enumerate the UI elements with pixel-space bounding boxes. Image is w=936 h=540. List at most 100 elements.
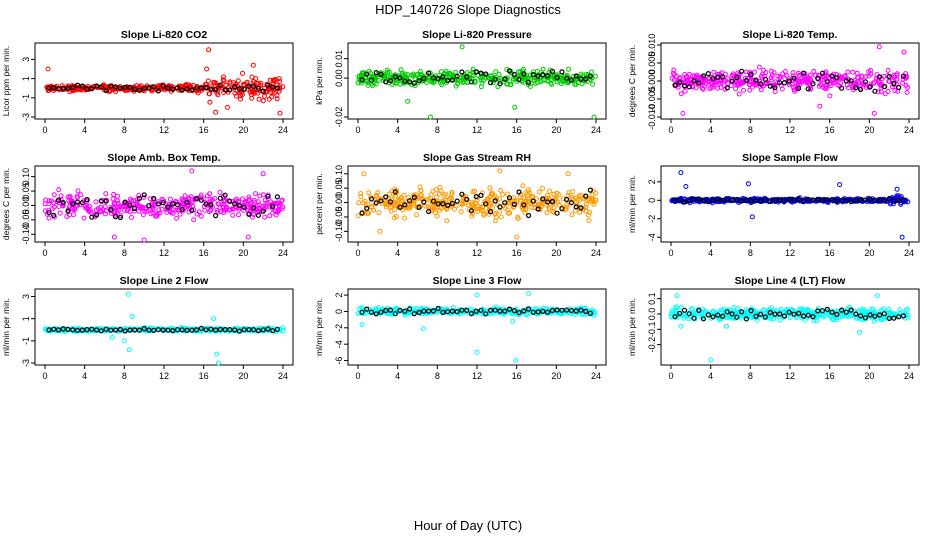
panel-8-black-point bbox=[464, 307, 470, 313]
panel-5-point bbox=[531, 201, 537, 207]
panel-3-point bbox=[756, 64, 762, 70]
panel-9-point bbox=[903, 307, 909, 313]
panel-1-black-point bbox=[98, 84, 104, 90]
panel-9-black-point bbox=[843, 309, 849, 315]
panel-8-black-point bbox=[445, 309, 451, 315]
panel-1-black-point bbox=[203, 84, 209, 91]
panel-2-black-point bbox=[540, 71, 546, 78]
panel-7-black-point bbox=[98, 328, 104, 334]
panel-3-black-point bbox=[748, 71, 754, 78]
panel-9-black-point bbox=[800, 313, 807, 319]
panel-6-ytick-label: 2 bbox=[647, 179, 657, 184]
panel-9-outlier-point bbox=[674, 293, 680, 299]
panel-2-point bbox=[478, 84, 484, 90]
panel-4-point bbox=[111, 191, 117, 197]
panel-5-black-point bbox=[540, 196, 546, 202]
panel-3-point bbox=[882, 91, 888, 97]
panel-6-black-point bbox=[715, 196, 721, 202]
panel-3-point bbox=[868, 67, 873, 73]
panel-2-black-point bbox=[587, 73, 594, 79]
panel-1-black-point bbox=[60, 85, 66, 92]
panel-2-black-point bbox=[392, 74, 398, 80]
panel-4-point bbox=[67, 193, 73, 199]
panel-8-outlier-point bbox=[474, 292, 480, 298]
panel-5-point bbox=[402, 205, 408, 211]
panel-5-black-point bbox=[454, 198, 460, 204]
panel-6-black-point bbox=[786, 196, 792, 202]
panel-5-point bbox=[449, 189, 455, 195]
panel-4-black-point bbox=[65, 208, 71, 214]
panel-4-point bbox=[182, 193, 188, 199]
panel-5-black-point bbox=[573, 204, 579, 210]
panel-4-point bbox=[114, 204, 120, 210]
panel-3-outlier-point bbox=[871, 110, 877, 116]
panel-5-point bbox=[398, 195, 404, 200]
panel-5-point bbox=[528, 204, 534, 210]
panel-4-point bbox=[198, 192, 204, 198]
panel-6-black-point bbox=[800, 198, 807, 204]
panel-8-black-point bbox=[583, 308, 589, 314]
panel-5-black-point bbox=[502, 200, 508, 206]
panel-9-black-point bbox=[677, 310, 683, 316]
panel-3-point bbox=[790, 73, 796, 79]
panel-4-point bbox=[275, 209, 280, 215]
panel-2-black-point bbox=[416, 78, 422, 84]
panel-2-point bbox=[412, 83, 418, 88]
panel-2-black-point bbox=[368, 77, 375, 83]
panel-8-black-point bbox=[364, 306, 370, 312]
panel-6-black-point bbox=[891, 198, 897, 204]
panel-8-black-point bbox=[426, 308, 432, 314]
panel-2-black-point bbox=[402, 78, 408, 84]
panel-1-point bbox=[276, 76, 282, 82]
panel-2-black-point bbox=[583, 76, 589, 82]
panel-1-black-point bbox=[251, 83, 257, 89]
panel-5-black-point bbox=[583, 193, 589, 199]
panel-3-point bbox=[758, 87, 764, 93]
panel-5-point bbox=[366, 190, 372, 196]
panel-1-black-point bbox=[46, 85, 52, 91]
panel-9-xtick-label: 0 bbox=[668, 371, 673, 381]
panel-1-point bbox=[65, 83, 71, 89]
panel-2-point bbox=[440, 76, 446, 82]
panel-2-xtick-label: 20 bbox=[551, 125, 561, 135]
panel-8-xtick-label: 20 bbox=[551, 371, 561, 381]
panel-6-point bbox=[905, 199, 911, 205]
panel-7-xtick-label: 0 bbox=[42, 371, 47, 381]
panel-4-point bbox=[115, 193, 120, 199]
panel-7-xtick-label: 12 bbox=[159, 371, 169, 381]
panel-4-point bbox=[114, 209, 120, 215]
panel-4-point bbox=[262, 214, 268, 220]
panel-7-outlier-point bbox=[211, 316, 217, 322]
panel-3-point bbox=[812, 72, 818, 78]
panel-4-black-point bbox=[151, 195, 157, 202]
panel-1-point bbox=[220, 77, 226, 83]
panel-5-point bbox=[458, 209, 464, 215]
panel-8-ytick-label: -4 bbox=[334, 340, 344, 348]
panel-4-outlier-point bbox=[260, 171, 266, 177]
panel-7-black-point bbox=[46, 327, 52, 333]
panel-2-black-point bbox=[511, 71, 517, 78]
panel-3-black-point bbox=[824, 79, 830, 85]
panel-5-xtick-label: 20 bbox=[551, 248, 561, 258]
panel-8-xtick-label: 16 bbox=[512, 371, 522, 381]
panel-1-black-point bbox=[51, 85, 57, 91]
panel-9-black-point bbox=[796, 310, 802, 316]
panel-3-black-point bbox=[848, 78, 854, 84]
panel-9-point bbox=[793, 315, 799, 321]
panel-4-black-point bbox=[74, 199, 81, 205]
panel-9-point bbox=[721, 307, 726, 313]
panel-4-black-point bbox=[208, 202, 214, 208]
panel-7-black-point bbox=[274, 326, 280, 332]
panel-3-outlier-point bbox=[680, 110, 686, 116]
panel-5-point bbox=[425, 196, 431, 202]
panel-1-black-point bbox=[146, 84, 152, 91]
panel-5-point bbox=[590, 188, 596, 194]
panel-5-point bbox=[547, 188, 553, 194]
panel-5-point bbox=[587, 195, 593, 201]
panel-4-black-point bbox=[160, 200, 166, 206]
panel-2-black-point bbox=[449, 77, 455, 83]
panel-4-black-point bbox=[108, 207, 114, 213]
panel-5-ytick-label: -0.05 bbox=[334, 207, 344, 228]
panel-4-point bbox=[266, 204, 272, 210]
panel-9-point bbox=[839, 314, 845, 320]
